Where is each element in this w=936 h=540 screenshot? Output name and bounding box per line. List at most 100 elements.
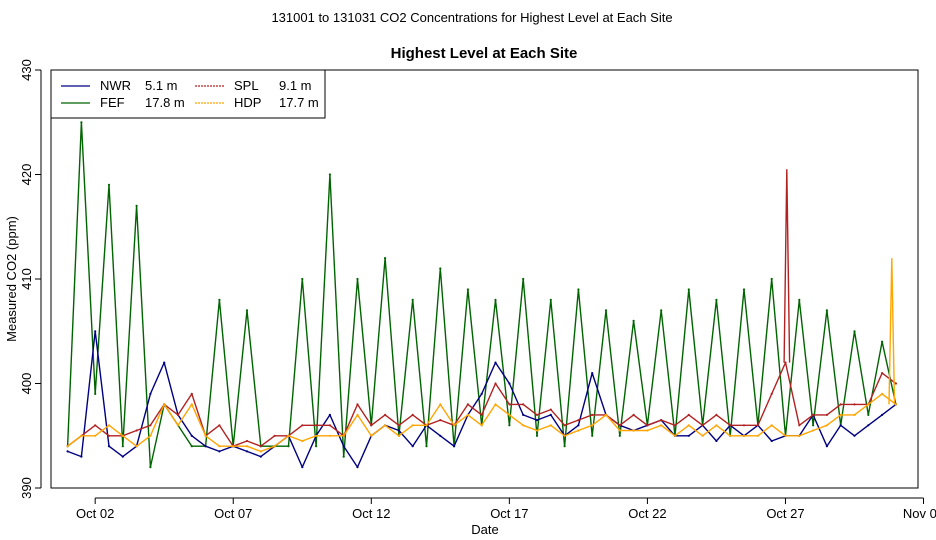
data-point-nwr [342, 445, 345, 448]
x-axis: Oct 02 Oct 07 Oct 12 Oct 17 Oct 22 Oct 27 Nov … [76, 497, 936, 521]
data-point-nwr [411, 445, 414, 448]
data-point-fef [508, 424, 511, 427]
data-point-hdp [825, 424, 829, 427]
data-point-hdp [135, 445, 138, 448]
data-point-fef [591, 434, 594, 437]
data-point-nwr [328, 413, 331, 416]
data-point-nwr [839, 424, 842, 427]
data-point-spl [798, 424, 801, 427]
data-point-hdp [632, 429, 635, 432]
data-point-spl [756, 424, 760, 427]
data-point-spl [715, 413, 718, 416]
data-point-hdp [812, 429, 815, 432]
data-point-hdp [356, 413, 359, 416]
data-point-spl [729, 424, 732, 427]
data-point-hdp [80, 434, 83, 437]
data-point-fef [80, 121, 83, 124]
data-point-fef [660, 309, 663, 312]
legend-height-nwr: 5.1 m [145, 78, 178, 93]
data-point-spl [563, 424, 566, 427]
data-point-fef [535, 434, 539, 437]
data-point-spl [439, 419, 442, 422]
data-point-hdp [701, 434, 704, 437]
data-point-spl [660, 419, 663, 422]
legend-height-hdp: 17.7 m [279, 95, 319, 110]
data-point-fef [190, 445, 193, 448]
data-point-fef [218, 298, 221, 301]
data-point-spl [825, 413, 829, 416]
data-point-hdp [411, 424, 414, 427]
data-point-spl [881, 372, 884, 375]
data-point-hdp [494, 403, 497, 406]
legend-height-spl: 9.1 m [279, 78, 312, 93]
data-point-nwr [825, 445, 829, 448]
spike-spl [783, 169, 791, 363]
data-point-hdp [660, 424, 663, 427]
chart-title: Highest Level at Each Site [391, 45, 578, 62]
data-point-hdp [480, 424, 483, 427]
data-point-spl [632, 413, 635, 416]
data-point-spl [770, 392, 773, 395]
data-point-spl [494, 382, 497, 385]
data-point-hdp [245, 445, 249, 448]
data-point-hdp [798, 434, 801, 437]
data-point-fef [563, 445, 566, 448]
data-point-nwr [80, 455, 83, 458]
series-layer [66, 121, 898, 469]
data-point-spl [701, 424, 704, 427]
data-point-hdp [508, 413, 511, 416]
data-point-spl [853, 403, 856, 406]
data-point-nwr [853, 434, 856, 437]
data-point-nwr [121, 455, 124, 458]
x-tick-label: Oct 22 [628, 506, 666, 521]
data-point-hdp [204, 434, 207, 437]
data-point-fef [135, 204, 138, 207]
legend: NWR 5.1 m FEF 17.8 m SPL 9.1 m HDP 17.7 m [50, 69, 326, 119]
data-point-fef [853, 330, 856, 333]
data-point-hdp [163, 403, 166, 406]
legend-height-fef: 17.8 m [145, 95, 185, 110]
data-point-hdp [742, 434, 746, 437]
data-point-nwr [245, 450, 249, 453]
data-point-spl [176, 413, 180, 416]
data-point-hdp [646, 429, 649, 432]
data-point-fef [287, 445, 290, 448]
data-point-fef [687, 288, 690, 291]
data-point-hdp [315, 434, 318, 437]
data-point-nwr [397, 429, 400, 432]
data-point-hdp [577, 429, 580, 432]
data-point-spl [328, 424, 331, 427]
data-point-hdp [439, 403, 442, 406]
x-tick-label: Oct 17 [490, 506, 528, 521]
data-point-nwr [480, 392, 483, 395]
legend-name-nwr: NWR [100, 78, 131, 93]
data-point-hdp [190, 403, 193, 406]
data-point-fef [384, 257, 387, 260]
data-point-spl [259, 445, 262, 448]
data-point-nwr [190, 434, 193, 437]
data-point-spl [370, 424, 373, 427]
data-point-spl [508, 403, 511, 406]
data-point-fef [715, 298, 718, 301]
data-point-nwr [881, 413, 884, 416]
data-point-fef [812, 424, 815, 427]
data-point-spl [784, 361, 787, 364]
data-point-hdp [591, 424, 594, 427]
data-point-fef [494, 298, 497, 301]
data-point-fef [245, 309, 249, 312]
data-point-hdp [729, 434, 732, 437]
data-point-nwr [66, 450, 69, 453]
data-point-nwr [163, 361, 166, 364]
data-point-spl [522, 403, 525, 406]
data-point-nwr [867, 424, 870, 427]
data-point-spl [356, 403, 359, 406]
data-point-hdp [687, 424, 690, 427]
data-point-hdp [397, 434, 400, 437]
data-point-hdp [328, 434, 331, 437]
data-point-nwr [439, 434, 442, 437]
plot-frame [50, 69, 919, 489]
data-point-hdp [618, 429, 621, 432]
x-tick-label: Oct 27 [766, 506, 804, 521]
data-point-hdp [715, 424, 718, 427]
data-point-spl [535, 413, 539, 416]
